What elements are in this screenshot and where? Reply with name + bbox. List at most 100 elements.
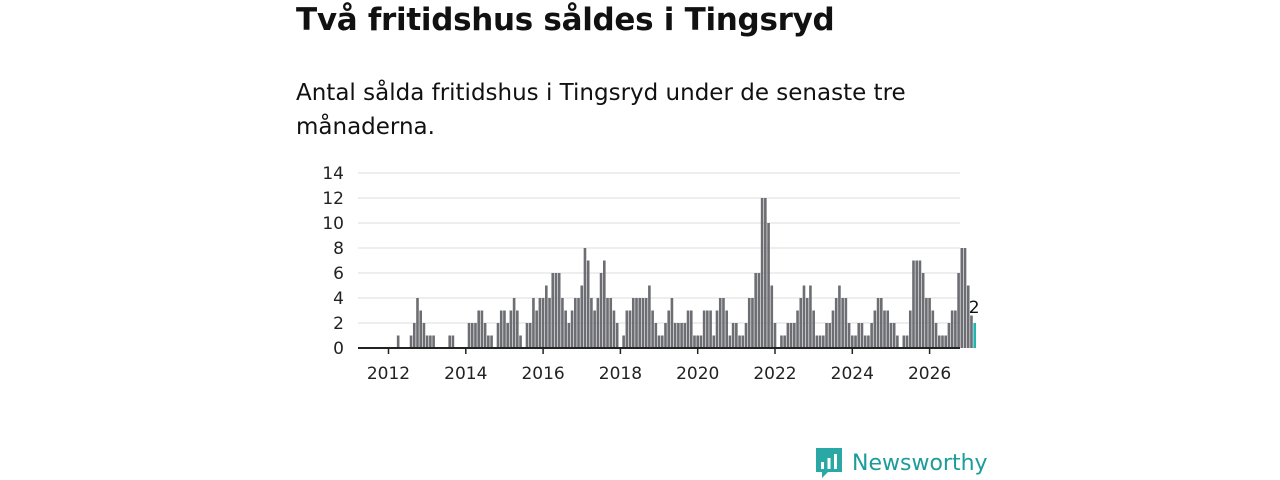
bar [783,335,786,348]
bar [673,323,677,348]
bar [548,298,551,348]
bar [873,310,877,348]
bar [921,273,925,348]
bar [841,298,844,348]
bar [818,335,822,348]
bar [908,310,912,348]
bar [966,285,970,348]
bar [545,285,548,348]
bar [425,335,429,348]
bar [412,323,416,348]
bar [570,310,574,348]
bar [822,335,825,348]
bar [767,223,770,348]
bar [516,310,519,348]
bar-chart: 0 2 4 6 8 10 12 14 2012 2014 2016 2018 2020 2022 2024… [322,164,979,384]
bar [770,285,774,348]
bar [744,323,748,348]
bar [886,310,890,348]
bar [931,310,935,348]
bar [635,298,638,348]
bar [615,323,619,348]
bar [918,260,922,348]
bar [960,248,964,348]
bar [905,335,909,348]
bar [728,335,732,348]
bar [602,260,606,348]
bar [764,198,767,348]
bar [470,323,474,348]
bar [693,335,696,348]
bar [429,335,432,348]
bar [844,298,848,348]
bar [805,298,809,348]
bar [815,335,819,348]
y-tick-label: 0 [333,339,344,359]
bar [644,298,648,348]
bar [670,298,674,348]
bar [731,323,735,348]
bar [567,323,571,348]
x-tick-label: 2024 [831,364,874,384]
y-tick-label: 2 [333,314,344,334]
bar [709,310,712,348]
bar [718,298,722,348]
chart-title: Två fritidshus såldes i Tingsryd [296,2,835,38]
y-tick-label: 4 [333,289,344,309]
bar [641,298,645,348]
bar [915,260,919,348]
bar [532,298,535,348]
bar [793,323,796,348]
bar [883,310,886,348]
bar [593,310,596,348]
bar [512,298,516,348]
bar [686,310,690,348]
bar [660,335,664,348]
bar [825,323,828,348]
bar [925,298,928,348]
grid-lines [358,172,960,324]
bar [963,248,967,348]
bar [664,323,667,348]
bar [667,310,671,348]
bar [741,335,745,348]
bar [706,310,709,348]
bar [892,323,896,348]
bar [419,310,423,348]
bar [467,323,471,348]
bar [557,273,561,348]
bar [838,285,841,348]
bar [722,298,725,348]
bar [780,335,783,348]
chart-subtitle: Antal sålda fritidshus i Tingsryd under … [296,80,906,140]
bar [947,323,951,348]
bar [499,310,503,348]
bar [928,298,931,348]
bar [889,323,893,348]
y-tick-label: 8 [333,239,344,259]
y-tick-label: 12 [322,189,344,209]
bar [577,298,580,348]
bar [612,310,616,348]
bar [747,298,751,348]
x-tick-label: 2014 [444,364,487,384]
bar [725,310,728,348]
bar [680,323,683,348]
bar [786,323,790,348]
bar [957,273,960,348]
bar [850,335,854,348]
bar [879,298,883,348]
bar [648,285,651,348]
bar [834,298,838,348]
bar [654,323,658,348]
bar [628,310,632,348]
x-tick-label: 2012 [367,364,410,384]
y-tick-label: 14 [322,164,344,184]
bar [870,323,873,348]
bar [638,298,642,348]
bar [416,298,419,348]
bar [847,323,851,348]
bar [699,335,703,348]
bar [912,260,915,348]
bar [796,310,799,348]
